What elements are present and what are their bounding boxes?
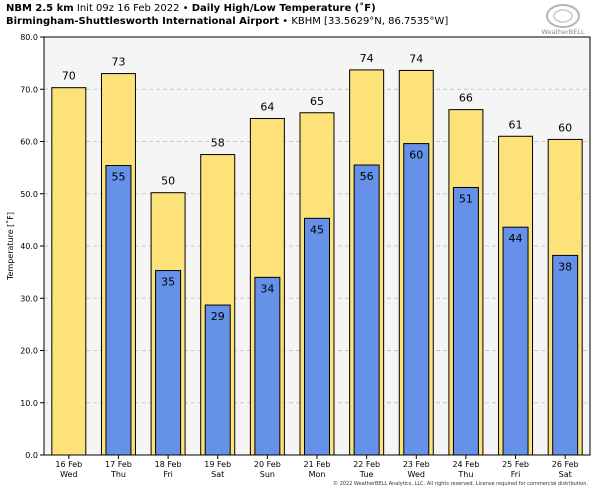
x-tick-weekday: Fri	[511, 470, 521, 479]
x-tick-date: 16 Feb	[55, 460, 82, 469]
x-tick-weekday: Tue	[359, 470, 374, 479]
low-temp-bar	[304, 217, 330, 456]
high-temp-label: 50	[161, 175, 175, 188]
station-code: KBHM [33.5629°N, 86.7535°W]	[291, 16, 449, 27]
x-tick-weekday: Sat	[211, 470, 224, 479]
station-name: Birmingham-Shuttlesworth International A…	[6, 16, 280, 27]
bars: 70 73 55 50 35 58 29 64 34 65 45 74 56 74 60 66 51 61 44 60…	[51, 52, 583, 456]
y-tick-label: 60.0	[20, 138, 38, 147]
y-axis-label: Temperature [˚F]	[5, 212, 15, 281]
model-name: NBM 2.5 km	[6, 3, 74, 14]
y-tick-label: 80.0	[20, 33, 38, 42]
product-name: Daily High/Low Temperature (˚F)	[191, 3, 376, 14]
low-temp-bar	[452, 186, 479, 456]
chart-title-line-1: NBM 2.5 km Init 09z 16 Feb 2022 • Daily …	[6, 3, 376, 15]
x-tick-date: 26 Feb	[552, 460, 579, 469]
low-temp-label: 34	[260, 282, 274, 295]
x-tick-weekday: Sat	[559, 470, 572, 479]
plot-border	[43, 36, 591, 456]
logo-text: WeatherBELL	[541, 28, 585, 36]
low-temp-bar	[204, 304, 231, 456]
low-temp-label: 35	[161, 276, 175, 289]
y-tick-label: 0.0	[25, 451, 38, 460]
low-temp-label: 55	[111, 171, 125, 184]
high-temp-label: 61	[509, 118, 523, 131]
high-temp-label: 70	[62, 70, 76, 83]
low-temp-bar	[254, 276, 281, 456]
x-tick-date: 24 Feb	[452, 460, 479, 469]
copyright-footer: © 2022 WeatherBELL Analytics, LLC. All r…	[333, 481, 588, 487]
x-tick-weekday: Sun	[260, 470, 275, 479]
y-tick-label: 30.0	[20, 294, 38, 303]
low-temp-label: 29	[211, 310, 225, 323]
x-tick-date: 20 Feb	[254, 460, 281, 469]
high-temp-label: 74	[360, 52, 374, 65]
x-tick-weekday: Mon	[309, 470, 326, 479]
high-temp-label: 58	[211, 137, 225, 150]
y-tick-label: 70.0	[20, 85, 38, 94]
low-temp-bar	[353, 164, 380, 456]
x-tick-weekday: Wed	[408, 470, 425, 479]
x-tick-weekday: Thu	[457, 470, 473, 479]
low-temp-bar	[403, 143, 430, 456]
high-temp-label: 60	[558, 121, 572, 134]
high-temp-bar	[51, 87, 87, 456]
x-tick-date: 21 Feb	[304, 460, 331, 469]
high-temp-label: 73	[111, 56, 125, 69]
low-temp-bar	[155, 270, 182, 456]
x-tick-weekday: Wed	[60, 470, 77, 479]
low-temp-bar	[502, 226, 529, 456]
high-temp-label: 64	[260, 101, 274, 114]
x-tick-date: 25 Feb	[502, 460, 529, 469]
x-tick-date: 18 Feb	[155, 460, 182, 469]
x-tick-date: 19 Feb	[204, 460, 231, 469]
y-axis-ticks: 0.0 10.0 20.0 30.0 40.0 50.0 60.0 70.0 80.0	[20, 33, 44, 460]
chart-title-line-2: Birmingham-Shuttlesworth International A…	[6, 16, 448, 28]
separator: •	[282, 16, 289, 27]
separator: •	[182, 3, 189, 14]
y-tick-label: 40.0	[20, 242, 38, 251]
x-tick-weekday: Fri	[163, 470, 173, 479]
low-temp-label: 44	[509, 232, 523, 245]
high-temp-label: 65	[310, 95, 324, 108]
low-temp-label: 38	[558, 260, 572, 273]
low-temp-label: 56	[360, 170, 374, 183]
low-temp-label: 51	[459, 192, 473, 205]
high-temp-label: 74	[409, 52, 423, 65]
x-tick-date: 17 Feb	[105, 460, 132, 469]
y-tick-label: 20.0	[20, 347, 38, 356]
y-tick-label: 50.0	[20, 190, 38, 199]
y-tick-label: 10.0	[20, 399, 38, 408]
low-temp-bar	[552, 254, 579, 456]
high-temp-label: 66	[459, 92, 473, 105]
low-temp-label: 60	[409, 149, 423, 162]
low-temp-bar	[105, 165, 132, 456]
low-temp-label: 45	[310, 223, 324, 236]
weatherbell-logo: WeatherBELL	[541, 4, 585, 36]
x-tick-weekday: Thu	[110, 470, 126, 479]
init-time: Init 09z 16 Feb 2022	[76, 3, 180, 14]
x-tick-date: 22 Feb	[353, 460, 380, 469]
x-tick-date: 23 Feb	[403, 460, 430, 469]
